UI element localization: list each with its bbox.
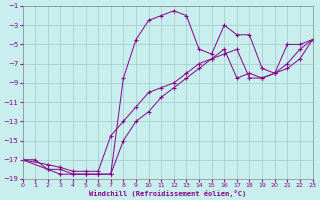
X-axis label: Windchill (Refroidissement éolien,°C): Windchill (Refroidissement éolien,°C) bbox=[89, 190, 246, 197]
